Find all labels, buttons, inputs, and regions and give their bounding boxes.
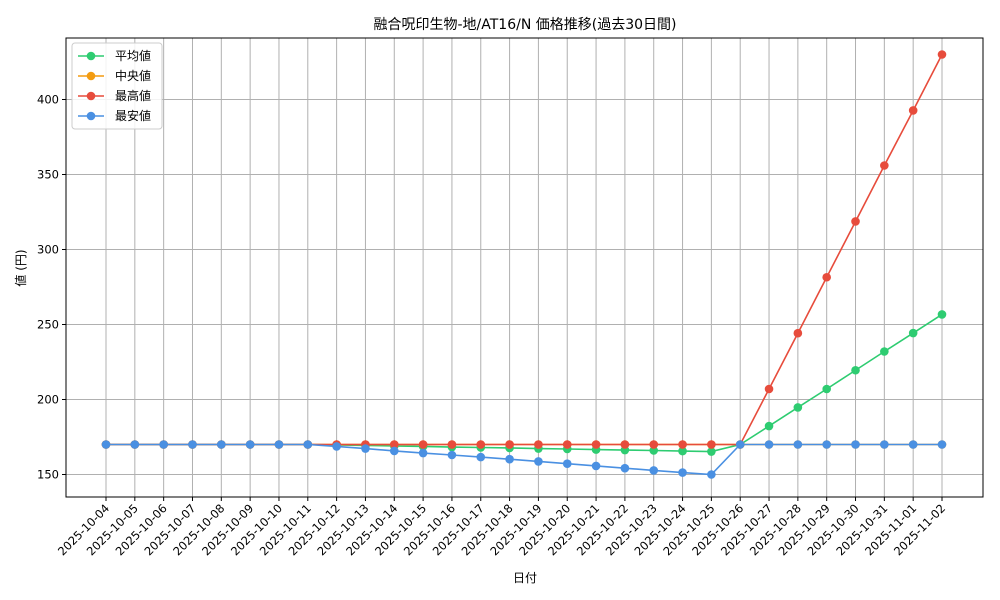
plot-area [65, 37, 984, 498]
series-3-point [245, 440, 255, 449]
y-tick-label: 150 [37, 468, 59, 482]
series-2-point [591, 440, 601, 449]
y-tick-label: 350 [37, 168, 59, 182]
series-line-3 [106, 443, 942, 476]
grid-lines [66, 38, 983, 497]
series-3-point [822, 440, 831, 449]
y-tick-label: 400 [37, 93, 59, 107]
series-3-point [505, 454, 514, 464]
series-2-point [447, 440, 457, 449]
series-2-point [793, 328, 803, 338]
series-3-point [476, 452, 486, 462]
series-2-point [562, 440, 572, 449]
series-3-point [707, 470, 716, 479]
series-0-point [822, 384, 831, 394]
series-3-point [303, 440, 313, 449]
series-2-point [764, 384, 774, 394]
series-3-point [447, 450, 457, 460]
series-2-point [908, 106, 918, 115]
series-0-point [649, 446, 659, 455]
series-3-point [418, 448, 428, 458]
series-3-point [793, 440, 803, 449]
series-3-point [274, 440, 284, 449]
series-3-point [217, 440, 226, 449]
chart-title: 融合呪印生物-地/AT16/N 価格推移(過去30日間) [373, 17, 676, 33]
series-3-point [101, 440, 111, 449]
legend-marker [86, 51, 96, 61]
series-2-point [851, 217, 860, 226]
series-2-point [678, 440, 687, 449]
series-3-point [332, 442, 341, 451]
series-2-point [707, 440, 716, 449]
series-2-point [880, 161, 889, 170]
series-0-point [678, 446, 687, 456]
series-0-point [764, 421, 774, 431]
series-3-point [534, 457, 543, 466]
y-tick-label: 300 [37, 243, 59, 257]
legend-label: 中央値 [115, 68, 151, 83]
legend-label: 最高値 [115, 88, 151, 103]
series-3-point [880, 440, 889, 449]
series-lines [101, 50, 947, 479]
series-3-point [562, 459, 572, 469]
series-2-point [620, 440, 630, 449]
legend-marker [86, 91, 96, 101]
series-3-point [735, 440, 745, 449]
series-3-point [678, 468, 687, 477]
series-3-point [908, 440, 918, 449]
series-0-point [880, 347, 889, 356]
series-3-point [361, 444, 370, 453]
series-2-point [418, 440, 428, 449]
series-0-point [707, 447, 716, 456]
series-line-0 [106, 313, 943, 453]
legend-marker [86, 71, 96, 81]
legend-box [71, 42, 163, 130]
series-2-point [505, 440, 514, 449]
series-2-point [476, 440, 486, 449]
legend-label: 最安値 [115, 108, 151, 123]
x-axis-label: 日付 [513, 571, 537, 585]
series-3-point [851, 440, 860, 449]
series-3-point [649, 466, 659, 475]
series-2-point [534, 440, 543, 449]
series-3-point [764, 440, 774, 449]
series-0-point [851, 365, 860, 375]
legend-label: 平均値 [115, 48, 151, 63]
axes: 1502002503003504002025-10-042025-10-0520… [37, 93, 948, 559]
series-3-point [389, 446, 399, 456]
y-tick-label: 200 [37, 393, 59, 407]
legend-marker [86, 111, 96, 121]
series-0-point [908, 328, 918, 338]
series-3-point [130, 440, 140, 449]
series-2-point [389, 440, 399, 449]
series-3-point [937, 440, 947, 449]
y-tick-label: 250 [37, 318, 59, 332]
series-0-point [937, 310, 947, 319]
series-2-point [822, 272, 831, 282]
series-2-point [649, 440, 659, 449]
series-2-point [937, 50, 947, 59]
y-axis-label: 値 (円) [13, 249, 28, 286]
series-3-point [159, 440, 168, 449]
series-0-point [793, 403, 803, 412]
series-3-point [620, 463, 630, 473]
series-3-point [591, 461, 601, 471]
series-3-point [188, 440, 197, 449]
